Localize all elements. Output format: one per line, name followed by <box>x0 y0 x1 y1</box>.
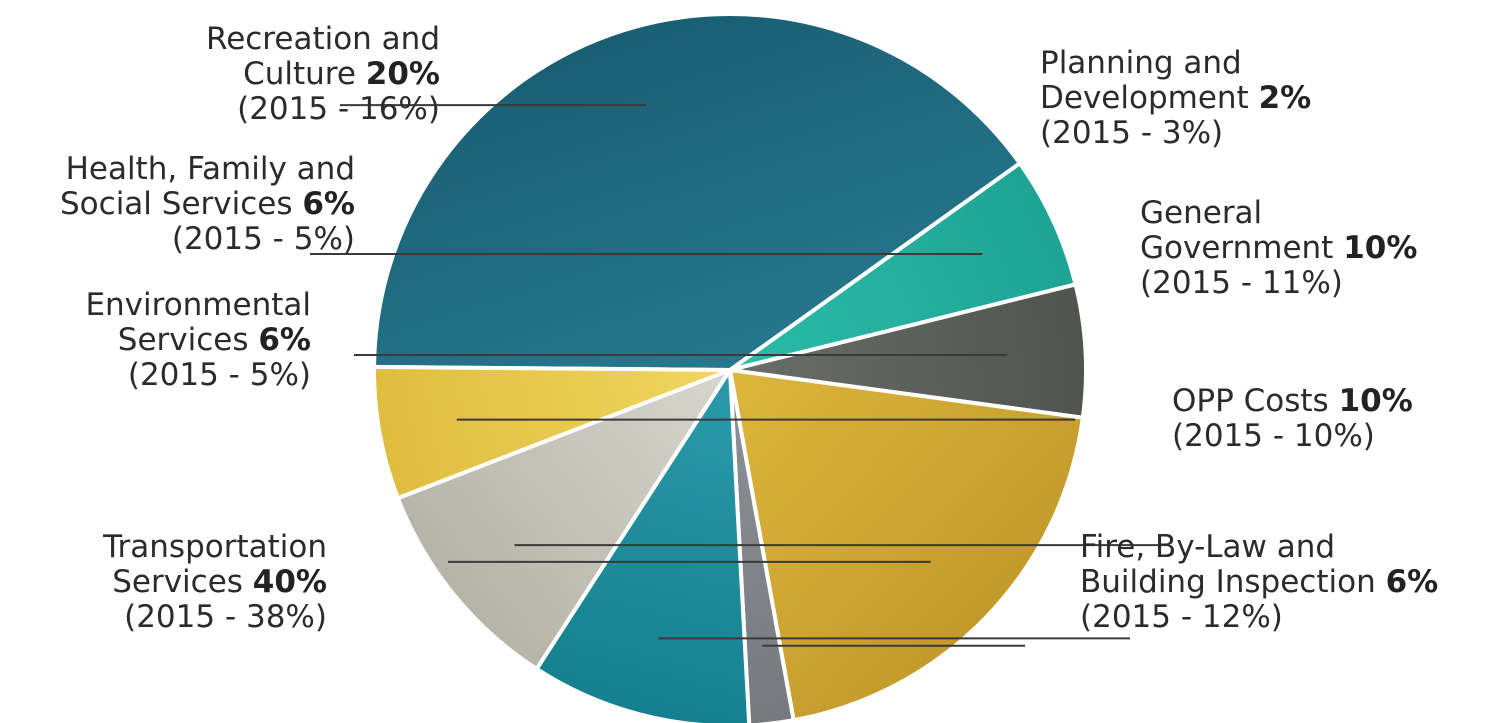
label-planning-development: Planning and Development 2% (2015 - 3%) <box>1040 45 1312 151</box>
label-fire-bylaw-building: Fire, By-Law and Building Inspection 6% … <box>1080 529 1439 635</box>
label-general-government: General Government 10% (2015 - 11%) <box>1140 195 1418 301</box>
pie-slice-general-government <box>534 368 752 723</box>
label-recreation-culture: Recreation and Culture 20% (2015 - 16%) <box>206 21 440 127</box>
label-opp-costs: OPP Costs 10% (2015 - 10%) <box>1172 383 1413 454</box>
label-health-family-social: Health, Family and Social Services 6% (2… <box>60 151 355 257</box>
pie-slice-fire-by-law-and-building-inspection <box>372 364 732 501</box>
pie-slice-transportation-services <box>372 12 1022 372</box>
label-environmental-services: Environmental Services 6% (2015 - 5%) <box>85 287 311 393</box>
label-transportation-services: Transportation Services 40% (2015 - 38%) <box>103 529 327 635</box>
leader-lines <box>310 104 1162 647</box>
pie-slice-environmental-services <box>728 161 1078 372</box>
pie-slices <box>372 12 1088 723</box>
pie-slice-health-family-and-social-services <box>728 282 1088 420</box>
pie-slice-opp-costs <box>395 368 732 671</box>
